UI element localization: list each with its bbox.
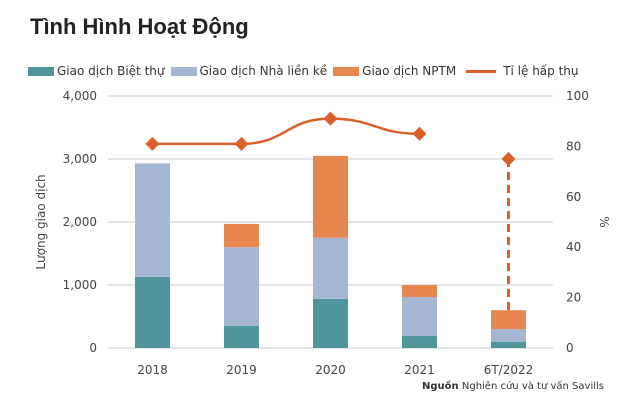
- line-marker: [501, 152, 516, 166]
- bar-segment: [313, 155, 348, 238]
- legend-label: Tỉ lệ hấp thụ: [503, 64, 579, 78]
- line-marker: [412, 126, 427, 141]
- legend-swatch: [170, 66, 197, 76]
- legend: Giao dịch Biệt thự Giao dịch Nhà liền kề G…: [28, 64, 579, 78]
- chart-title: Tình Hình Hoạt Động: [30, 14, 249, 39]
- y2-tick-label: 80: [566, 139, 581, 153]
- line-marker: [323, 111, 338, 126]
- line-marker: [145, 136, 160, 151]
- legend-item: Tỉ lệ hấp thụ: [462, 64, 579, 78]
- y2-tick-label: 40: [566, 240, 581, 254]
- legend-item: Giao dịch NPTM: [333, 64, 456, 78]
- bar-segment: [402, 336, 437, 348]
- line-series: [152, 117, 420, 146]
- legend-label: Giao dịch Biệt thự: [57, 64, 165, 78]
- x-tick-label: 2020: [315, 363, 346, 377]
- legend-swatch: [466, 69, 497, 73]
- y2-tick-label: 100: [566, 89, 589, 103]
- y2-axis-label: %: [597, 216, 611, 227]
- legend-swatch: [333, 66, 360, 76]
- legend-swatch: [28, 66, 54, 76]
- bar-segment: [135, 163, 170, 277]
- legend-item: Giao dịch Nhà liền kề: [170, 64, 328, 78]
- legend-item: Giao dịch Biệt thự: [28, 64, 165, 78]
- source-label: Nguồn: [422, 381, 459, 392]
- bar-segment: [135, 276, 170, 348]
- bar-segment: [402, 285, 437, 297]
- legend-label: Giao dịch NPTM: [362, 64, 457, 78]
- bar-segment: [224, 247, 259, 326]
- x-tick-label: 2018: [137, 363, 168, 377]
- line-marker: [234, 136, 249, 151]
- bar-segment: [224, 223, 259, 248]
- bar-segment: [402, 296, 437, 337]
- y2-tick-label: 20: [566, 291, 581, 305]
- bar-segment: [313, 298, 348, 348]
- y-tick-label: 2,000: [63, 215, 97, 229]
- y-axis-label: Lượng giao dịch: [34, 174, 48, 269]
- legend-label: Giao dịch Nhà liền kề: [199, 64, 328, 78]
- bar-segment: [313, 237, 348, 299]
- bar-segment: [224, 325, 259, 348]
- bar-segment: [491, 329, 526, 342]
- y2-tick-label: 60: [566, 190, 581, 204]
- x-tick-label: 2021: [404, 363, 435, 377]
- y-tick-label: 4,000: [63, 89, 97, 103]
- y-tick-label: 0: [89, 341, 97, 355]
- y-tick-label: 3,000: [63, 152, 97, 166]
- bar-segment: [491, 310, 526, 330]
- y2-tick-label: 0: [566, 341, 574, 355]
- source-note: Nguồn Nghiên cứu và tư vấn Savills: [422, 381, 604, 392]
- y-tick-label: 1,000: [63, 278, 97, 292]
- x-tick-label: 2019: [226, 363, 257, 377]
- bar-segment: [491, 341, 526, 348]
- source-text: Nghiên cứu và tư vấn Savills: [461, 381, 604, 392]
- x-tick-label: 6T/2022: [484, 363, 534, 377]
